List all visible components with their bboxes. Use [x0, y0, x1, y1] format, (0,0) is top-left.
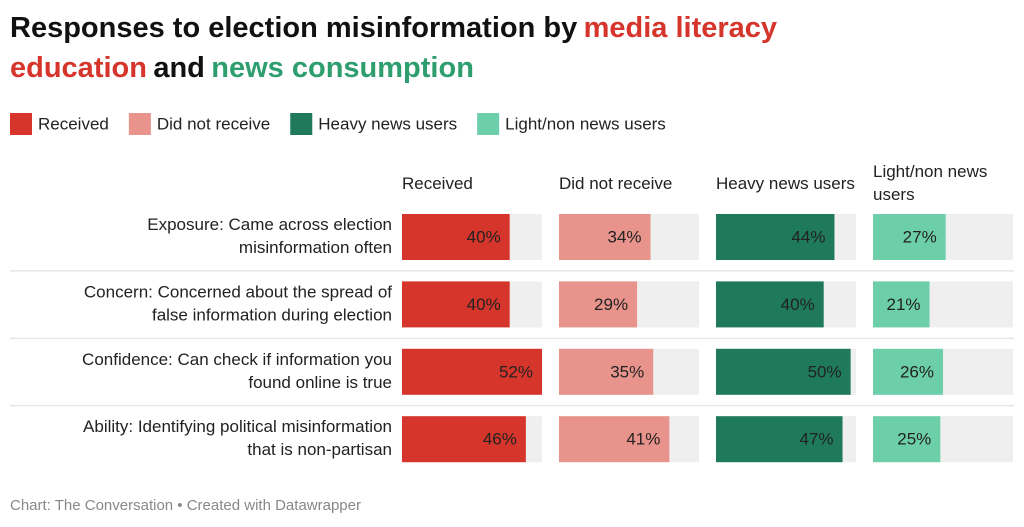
column-header: Heavy news users	[716, 173, 855, 193]
title-part: news consumption	[211, 52, 474, 84]
value-label: 35%	[610, 362, 644, 381]
value-label: 25%	[897, 430, 931, 449]
value-label: 34%	[608, 227, 642, 246]
bar	[402, 281, 510, 328]
row-label: Ability: Identifying political misinform…	[83, 417, 392, 436]
bar	[402, 416, 526, 463]
value-label: 52%	[499, 362, 533, 381]
bar	[559, 214, 651, 260]
bar	[402, 214, 510, 260]
value-label: 41%	[626, 430, 660, 449]
column-header: Received	[402, 173, 473, 193]
legend-label: Heavy news users	[318, 114, 457, 133]
legend-swatch	[477, 113, 500, 135]
legend-swatch	[290, 113, 313, 135]
bar	[559, 281, 638, 328]
legend-label: Light/non news users	[505, 114, 666, 133]
bar	[716, 348, 851, 395]
bar	[873, 281, 930, 328]
legend-label: Did not receive	[157, 114, 270, 133]
value-label: 29%	[594, 295, 628, 314]
value-label: 40%	[781, 295, 815, 314]
row-label: that is non-partisan	[247, 440, 392, 459]
title-part: Responses to election misinformation by	[10, 12, 578, 44]
column-header: Light/non news users	[873, 162, 988, 204]
bar	[873, 214, 946, 260]
bar	[716, 416, 843, 463]
row-label: false information during election	[152, 305, 392, 324]
chart-title: Responses to election misinformation by m…	[10, 8, 970, 88]
bar	[873, 348, 943, 395]
row-label: misinformation often	[239, 238, 392, 257]
value-label: 27%	[903, 227, 937, 246]
bar	[716, 281, 824, 328]
bar	[716, 214, 835, 260]
value-label: 40%	[467, 295, 501, 314]
title-part: and	[153, 52, 205, 84]
value-label: 21%	[887, 295, 921, 314]
bar	[402, 348, 542, 395]
bar	[873, 416, 941, 463]
row-label: found online is true	[248, 373, 392, 392]
value-label: 47%	[800, 430, 834, 449]
column-header: Did not receive	[559, 173, 673, 193]
title-part: media literacy education	[10, 12, 778, 84]
bar	[559, 348, 654, 395]
legend-swatch	[128, 113, 151, 135]
legend-swatch	[10, 113, 32, 135]
value-label: 46%	[483, 430, 517, 449]
value-label: 44%	[791, 227, 825, 246]
value-label: 26%	[900, 362, 934, 381]
row-label: Exposure: Came across election	[147, 215, 392, 234]
value-label: 50%	[808, 362, 842, 381]
bar	[559, 416, 670, 463]
legend-label: Received	[38, 114, 109, 133]
footer: Chart: The Conversation • Created with D…	[10, 497, 361, 514]
row-label: Concern: Concerned about the spread of	[84, 282, 392, 301]
row-label: Confidence: Can check if information you	[82, 350, 392, 369]
value-label: 40%	[467, 227, 501, 246]
